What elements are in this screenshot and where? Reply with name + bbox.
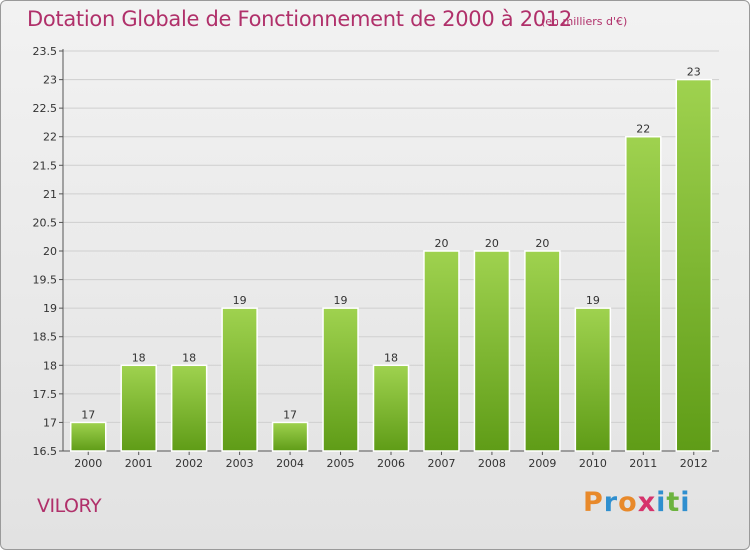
y-tick-label: 17.5 <box>33 388 58 401</box>
data-label: 20 <box>485 237 499 250</box>
data-label: 18 <box>384 351 398 364</box>
y-tick-label: 16.5 <box>33 445 58 458</box>
x-tick-label: 2005 <box>327 457 355 470</box>
x-tick-label: 2008 <box>478 457 506 470</box>
logo-letter: r <box>603 487 619 518</box>
data-label: 17 <box>81 408 95 421</box>
x-tick-label: 2006 <box>377 457 405 470</box>
data-label: 20 <box>434 237 448 250</box>
logo-letter: o <box>618 487 638 518</box>
bar <box>423 250 460 452</box>
data-label: 20 <box>535 237 549 250</box>
x-tick-labels: 2000 2001 2002 2003 2004 2005 2006 2007 2008 2009… <box>74 457 708 470</box>
y-tick-label: 23.5 <box>33 45 58 58</box>
x-tick-label: 2009 <box>528 457 556 470</box>
y-tick-label: 18.5 <box>33 331 58 344</box>
y-tick-label: 23 <box>43 74 57 87</box>
bar <box>69 421 107 452</box>
data-label: 17 <box>283 408 297 421</box>
x-tick-label: 2004 <box>276 457 304 470</box>
bar <box>372 364 410 452</box>
chart-unit: (en milliers d'€) <box>541 15 628 28</box>
x-tick-label: 2011 <box>629 457 657 470</box>
y-tick-label: 18 <box>43 359 57 372</box>
bar <box>271 421 309 452</box>
bar <box>675 78 713 452</box>
data-label: 18 <box>132 351 146 364</box>
bar <box>221 307 258 452</box>
x-tick-label: 2002 <box>175 457 203 470</box>
proxiti-logo[interactable]: Proxiti <box>583 487 691 518</box>
x-tick-label: 2003 <box>226 457 254 470</box>
data-label: 23 <box>687 66 701 79</box>
data-label: 22 <box>636 123 650 136</box>
x-tick-label: 2001 <box>125 457 153 470</box>
y-tick-label: 17 <box>43 416 57 429</box>
y-tick-label: 21.5 <box>33 159 58 172</box>
x-tick-label: 2007 <box>427 457 455 470</box>
bar <box>524 250 561 452</box>
logo-letter: t <box>666 487 681 518</box>
data-label: 19 <box>334 294 348 307</box>
y-tick-label: 20.5 <box>33 216 58 229</box>
y-tick-label: 22.5 <box>33 102 58 115</box>
data-labels: 17 18 18 19 17 19 18 20 20 20 19 22 23 <box>81 66 701 422</box>
commune-name: VILORY <box>37 495 102 517</box>
y-tick-label: 19 <box>43 302 57 315</box>
x-tick-label: 2012 <box>680 457 708 470</box>
bar <box>625 135 662 452</box>
x-tick-label: 2000 <box>74 457 102 470</box>
bar <box>322 307 359 452</box>
y-tick-label: 19.5 <box>33 274 58 287</box>
logo-letter: i <box>656 487 667 518</box>
chart-title: Dotation Globale de Fonctionnement de 20… <box>27 7 572 31</box>
x-tick-label: 2010 <box>579 457 607 470</box>
bar <box>574 307 612 452</box>
logo-letter: P <box>583 487 604 518</box>
data-label: 19 <box>586 294 600 307</box>
y-tick-labels: 16.5 17 17.5 18 18.5 19 19.5 20 20.5 21 21.5 22 22.5… <box>33 45 58 458</box>
logo-letter: i <box>680 487 691 518</box>
bar <box>120 364 157 452</box>
data-label: 18 <box>182 351 196 364</box>
y-tick-label: 20 <box>43 245 57 258</box>
y-tick-label: 22 <box>43 131 57 144</box>
y-tick-label: 21 <box>43 188 57 201</box>
data-label: 19 <box>233 294 247 307</box>
bar <box>170 364 208 452</box>
bar <box>473 250 511 452</box>
bars <box>69 78 713 452</box>
logo-letter: x <box>637 487 657 518</box>
